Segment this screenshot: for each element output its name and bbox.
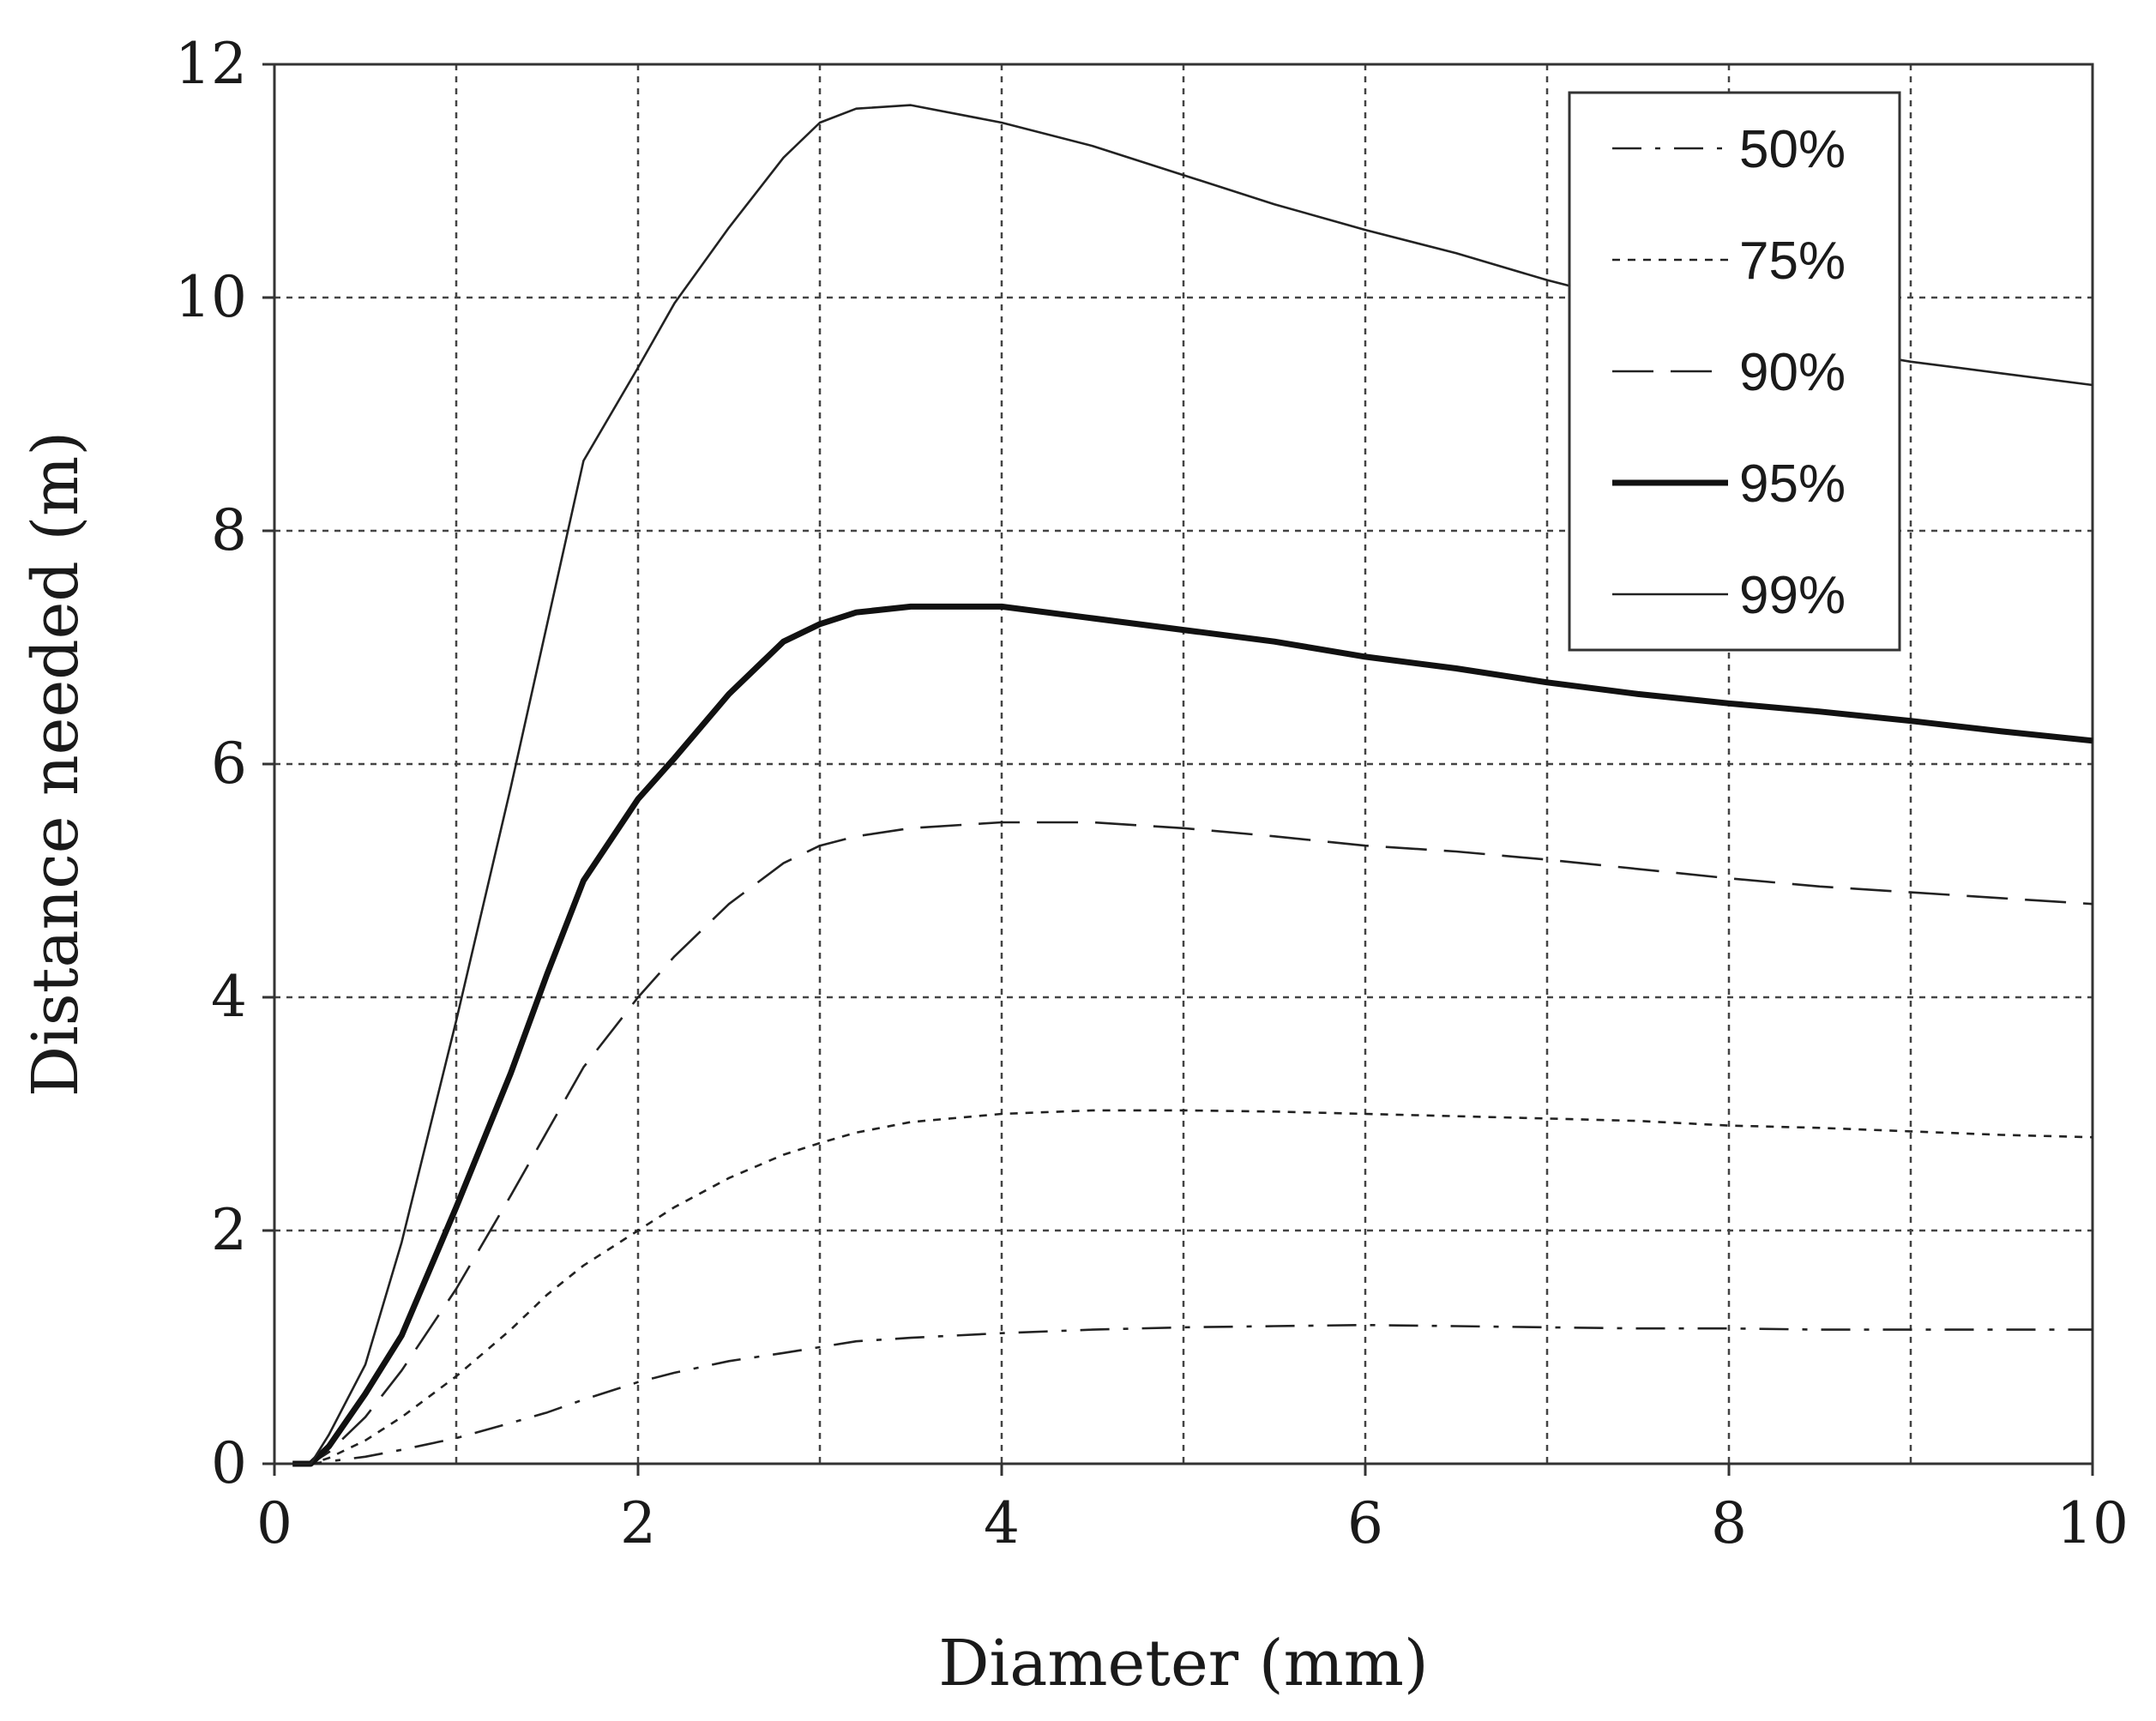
y-axis-ticks: 0 2 4 6 8 10 12 [175,31,274,1496]
x-axis-ticks: 0 2 4 6 8 10 [256,1464,2129,1556]
y-tick-label: 10 [175,264,247,330]
series-line-90-percent [292,821,2093,1465]
y-tick-label: 6 [211,731,247,797]
x-tick-label: 4 [984,1490,1020,1556]
legend-label: 90% [1739,343,1846,402]
y-tick-label: 8 [211,497,247,563]
x-tick-label: 10 [2057,1490,2129,1556]
x-tick-label: 8 [1711,1490,1747,1556]
series-line-95-percent [292,603,2093,1467]
legend-label: 99% [1739,566,1846,625]
x-tick-label: 6 [1347,1490,1383,1556]
legend-label: 95% [1739,454,1846,514]
y-tick-label: 2 [211,1197,247,1263]
x-tick-label: 2 [620,1490,656,1556]
y-tick-label: 4 [211,964,247,1030]
x-tick-label: 0 [256,1490,292,1556]
y-tick-label: 12 [175,31,247,97]
x-axis-title: Diameter (mm) [938,1627,1429,1700]
series-line-50-percent [292,1323,2093,1465]
legend-label: 75% [1739,232,1846,291]
legend: 50% 75% 90% 95% 99% [1568,91,1901,652]
legend-label: 50% [1739,120,1846,179]
y-tick-label: 0 [211,1430,247,1496]
y-axis-title: Distance needed (m) [19,431,93,1097]
